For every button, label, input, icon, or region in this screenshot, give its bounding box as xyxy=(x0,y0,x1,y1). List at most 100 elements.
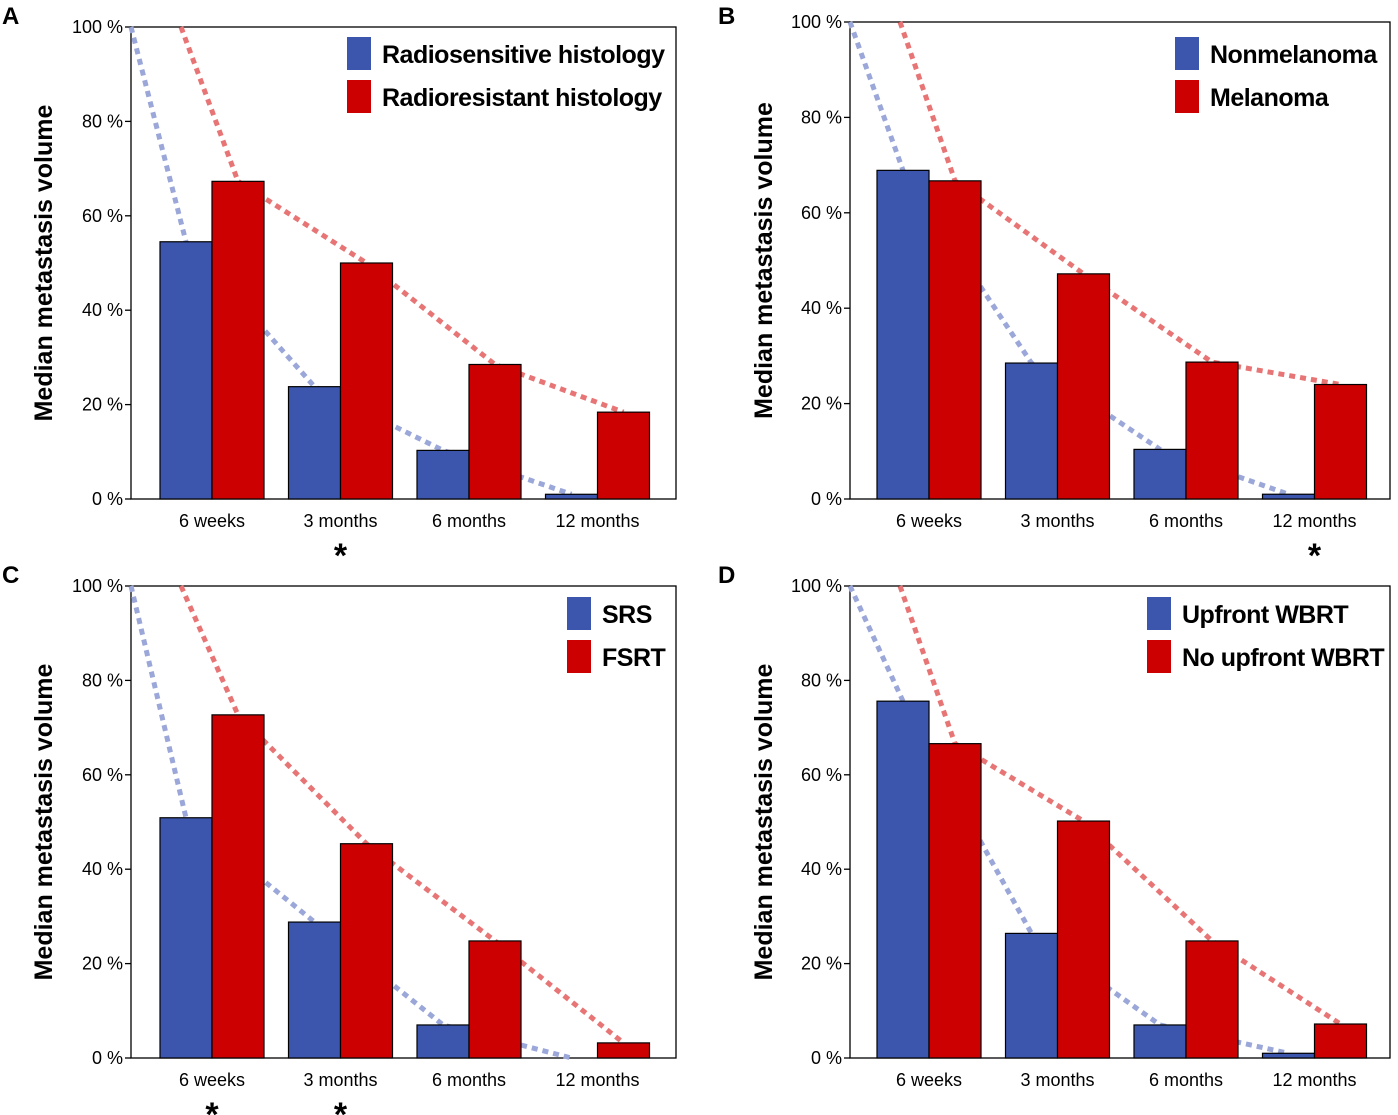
x-category-label: 3 months xyxy=(1020,1070,1094,1090)
x-category-label: 6 months xyxy=(432,1070,506,1090)
y-tick-label: 100 % xyxy=(72,576,123,596)
y-tick-label: 20 % xyxy=(801,394,842,414)
y-tick-label: 80 % xyxy=(82,670,123,690)
plot-frame xyxy=(130,26,677,500)
panel-letter: B xyxy=(718,3,735,30)
significance-marker: * xyxy=(1308,537,1322,575)
bar-series2-3-months xyxy=(339,843,394,1059)
trend-line-1 xyxy=(128,585,573,1061)
significance-marker: * xyxy=(334,1096,348,1115)
bar-series2-12-months xyxy=(596,411,651,500)
y-tick-label: 40 % xyxy=(801,298,842,318)
plot-frame xyxy=(849,21,1391,500)
bar-series1-6-months xyxy=(1133,1024,1187,1059)
chart-panel-c: C 0 % 20 % 40 % 60 % 80 % 100 % Median metastas… xyxy=(2,562,677,1115)
x-category-label: 12 months xyxy=(1272,1070,1356,1090)
bar-series1-6-weeks xyxy=(876,700,930,1059)
y-tick-label: 40 % xyxy=(801,859,842,879)
bar-series2-6-months xyxy=(468,363,522,500)
bar-series1-3-months xyxy=(287,386,342,500)
legend-label-1: Upfront WBRT xyxy=(1182,601,1348,629)
legend-label-2: Radioresistant histology xyxy=(382,84,662,112)
x-category-label: 6 weeks xyxy=(896,1070,962,1090)
legend-swatch-1 xyxy=(567,597,591,630)
legend-swatch-1 xyxy=(1147,597,1171,630)
legend-swatch-1 xyxy=(1175,37,1199,70)
legend-label-2: No upfront WBRT xyxy=(1182,644,1384,672)
bar-series1-6-months xyxy=(1133,448,1187,500)
legend-swatch-2 xyxy=(347,80,371,113)
legend-label-1: Nonmelanoma xyxy=(1210,41,1378,69)
panel-letter: D xyxy=(718,562,735,589)
bar-series2-12-months xyxy=(596,1042,651,1059)
y-axis-label: Median metastasis volume xyxy=(750,102,778,419)
bar-series2-3-months xyxy=(1056,820,1111,1059)
x-category-label: 12 months xyxy=(555,1070,639,1090)
y-axis-label: Median metastasis volume xyxy=(30,664,58,981)
plot-frame xyxy=(130,585,677,1059)
legend-label-1: Radiosensitive histology xyxy=(382,41,665,69)
bar-series1-12-months xyxy=(1261,493,1316,500)
chart-panel-d: D 0 % 20 % 40 % 60 % 80 % 100 % Median metastas… xyxy=(718,562,1391,1090)
x-category-label: 6 months xyxy=(1149,511,1223,531)
y-axis-label: Median metastasis volume xyxy=(750,664,778,981)
bar-series2-6-months xyxy=(468,940,522,1059)
y-tick-label: 20 % xyxy=(82,395,123,415)
bar-series2-6-months xyxy=(1185,940,1239,1059)
bar-series1-3-months xyxy=(1004,362,1059,500)
bar-series2-12-months xyxy=(1313,383,1368,500)
x-category-label: 12 months xyxy=(1272,511,1356,531)
panel-letter: C xyxy=(2,562,19,589)
trend-line-2 xyxy=(897,21,1341,387)
y-tick-label: 0 % xyxy=(811,1048,842,1068)
trend-line-2 xyxy=(897,585,1342,1027)
legend-swatch-1 xyxy=(347,37,371,70)
legend-swatch-2 xyxy=(1147,640,1171,673)
y-tick-label: 0 % xyxy=(92,489,123,509)
significance-marker: * xyxy=(334,537,348,575)
bar-series1-3-months xyxy=(287,921,342,1059)
bar-series2-6-months xyxy=(1185,361,1239,500)
bar-series2-6-weeks xyxy=(928,743,982,1059)
bar-series2-6-weeks xyxy=(928,180,982,500)
legend-swatch-2 xyxy=(567,640,591,673)
y-tick-label: 20 % xyxy=(801,954,842,974)
x-category-label: 12 months xyxy=(555,511,639,531)
y-tick-label: 60 % xyxy=(801,765,842,785)
y-tick-label: 80 % xyxy=(801,670,842,690)
y-tick-label: 100 % xyxy=(72,17,123,37)
bar-series2-12-months xyxy=(1313,1023,1368,1059)
legend-label-2: Melanoma xyxy=(1210,84,1330,112)
x-category-label: 3 months xyxy=(303,1070,377,1090)
y-tick-label: 80 % xyxy=(82,111,123,131)
y-axis-label: Median metastasis volume xyxy=(30,105,58,422)
y-tick-label: 0 % xyxy=(92,1048,123,1068)
plot-frame xyxy=(849,585,1391,1059)
y-tick-label: 80 % xyxy=(801,107,842,127)
bar-series1-6-weeks xyxy=(876,169,930,500)
bar-series1-6-months xyxy=(416,449,470,500)
legend-swatch-2 xyxy=(1175,80,1199,113)
bar-series1-6-weeks xyxy=(159,241,213,500)
bar-series1-3-months xyxy=(1004,932,1059,1059)
y-tick-label: 0 % xyxy=(811,489,842,509)
x-category-label: 6 weeks xyxy=(896,511,962,531)
legend-label-1: SRS xyxy=(602,601,652,629)
y-tick-label: 60 % xyxy=(82,206,123,226)
panel-letter: A xyxy=(2,3,19,30)
x-category-label: 6 weeks xyxy=(179,511,245,531)
x-category-label: 3 months xyxy=(303,511,377,531)
x-category-label: 6 months xyxy=(432,511,506,531)
y-tick-label: 60 % xyxy=(801,203,842,223)
trend-line-1 xyxy=(128,26,573,497)
bar-series1-12-months xyxy=(544,493,599,500)
bar-series2-6-weeks xyxy=(211,714,265,1059)
y-tick-label: 60 % xyxy=(82,765,123,785)
x-category-label: 6 months xyxy=(1149,1070,1223,1090)
significance-marker: * xyxy=(205,1096,219,1115)
y-tick-label: 40 % xyxy=(82,859,123,879)
bar-series1-6-months xyxy=(416,1024,470,1059)
chart-panel-b: B 0 % 20 % 40 % 60 % 80 % 100 % Median metastas… xyxy=(718,3,1391,575)
legend-label-2: FSRT xyxy=(602,644,666,672)
